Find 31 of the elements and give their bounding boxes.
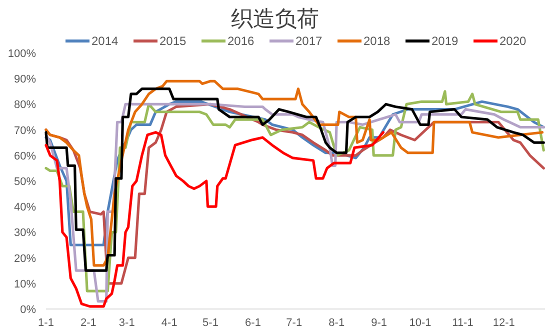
legend-label: 2019 xyxy=(432,34,459,48)
y-tick-label: 30% xyxy=(14,227,36,240)
legend-label: 2014 xyxy=(92,34,119,48)
chart-title: 织造负荷 xyxy=(231,7,319,32)
x-tick-label: 5-1 xyxy=(202,317,218,329)
legend-label: 2020 xyxy=(500,34,527,48)
y-tick-label: 0% xyxy=(20,304,36,316)
x-tick-label: 11-1 xyxy=(452,317,474,329)
y-tick-label: 80% xyxy=(14,99,36,112)
x-tick-label: 10-1 xyxy=(409,317,432,329)
x-tick-label: 9-1 xyxy=(371,317,388,329)
y-tick-label: 60% xyxy=(14,150,36,162)
y-tick-label: 10% xyxy=(14,278,36,290)
x-tick-label: 2-1 xyxy=(80,317,96,329)
x-tick-label: 3-1 xyxy=(118,317,135,329)
legend-label: 2016 xyxy=(228,34,255,48)
x-tick-label: 1-1 xyxy=(38,317,54,329)
x-tick-label: 12-1 xyxy=(492,317,515,329)
legend-label: 2017 xyxy=(296,34,323,48)
y-tick-label: 70% xyxy=(14,124,36,137)
x-tick-label: 6-1 xyxy=(245,317,261,329)
y-tick-label: 20% xyxy=(14,252,36,265)
legend-label: 2015 xyxy=(160,34,187,48)
legend-label: 2018 xyxy=(364,34,391,48)
x-tick-label: 8-1 xyxy=(328,317,345,329)
x-tick-label: 7-1 xyxy=(286,317,302,329)
y-tick-label: 90% xyxy=(14,74,36,86)
x-tick-label: 4-1 xyxy=(161,317,178,329)
y-tick-label: 40% xyxy=(14,202,36,214)
y-tick-label: 100% xyxy=(8,48,36,60)
y-tick-label: 50% xyxy=(14,176,36,188)
